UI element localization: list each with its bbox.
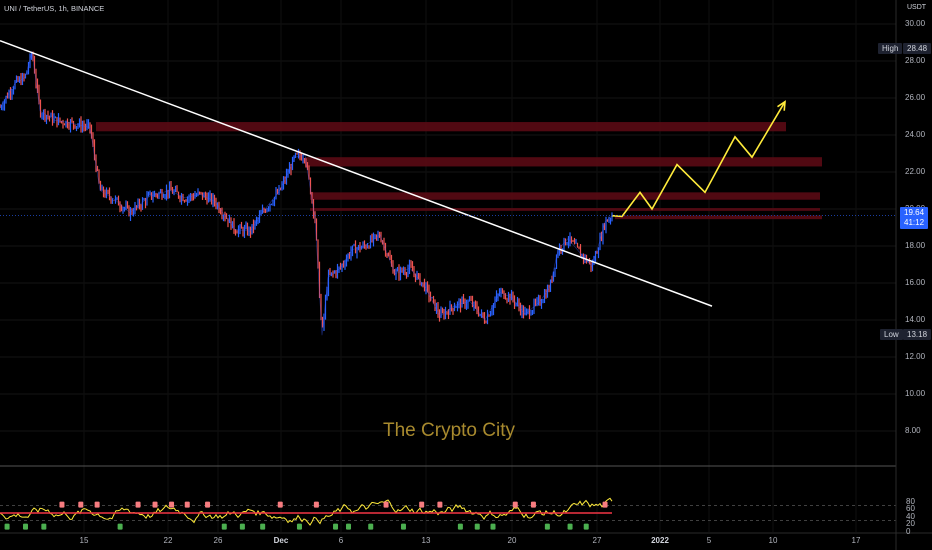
buy-marker <box>260 523 266 530</box>
price-value: 19.64 <box>904 208 925 217</box>
y-tick-label: 10.00 <box>905 389 926 398</box>
oscillator-tick-label: 60 <box>906 504 915 514</box>
sell-marker <box>383 501 389 508</box>
buy-marker <box>567 523 573 530</box>
resistance-zone <box>310 208 820 211</box>
oscillator-tick-label: 80 <box>906 496 915 506</box>
oscillator-tick-label: 40 <box>906 511 915 521</box>
x-tick-label: Dec <box>273 536 289 545</box>
buy-marker <box>22 523 28 530</box>
buy-marker <box>457 523 463 530</box>
resistance-zone <box>305 157 822 167</box>
sell-marker <box>512 501 518 508</box>
sell-marker <box>277 501 283 508</box>
buy-marker <box>400 523 406 530</box>
y-tick-label: 18.00 <box>905 241 926 250</box>
buy-marker <box>117 523 123 530</box>
low-value-badge: 13.18 <box>903 329 932 340</box>
price-series <box>0 52 613 336</box>
sell-marker <box>78 501 84 508</box>
x-tick-label: 20 <box>507 536 517 545</box>
watermark-text: The Crypto City <box>383 420 515 441</box>
high-value-badge: 28.48 <box>903 43 932 54</box>
sell-marker <box>169 501 175 508</box>
sell-marker <box>419 501 425 508</box>
y-tick-label: 8.00 <box>905 426 921 435</box>
resistance-zones <box>96 122 822 220</box>
y-tick-label: 22.00 <box>905 167 926 176</box>
buy-marker <box>474 523 480 530</box>
oscillator-tick-label: 0 <box>906 527 911 536</box>
sell-marker <box>152 501 158 508</box>
x-tick-label: 6 <box>338 536 344 545</box>
buy-marker <box>544 523 550 530</box>
oscillator-tick-label: 20 <box>906 519 915 529</box>
buy-marker <box>346 523 352 530</box>
buy-marker <box>4 523 10 530</box>
sell-marker <box>59 501 65 508</box>
y-tick-label: 14.00 <box>905 315 926 324</box>
projection-path <box>611 101 786 218</box>
y-tick-label: 16.00 <box>905 278 926 287</box>
x-tick-label: 2022 <box>651 536 669 545</box>
resistance-zone <box>615 215 822 220</box>
projection-layer <box>611 100 786 218</box>
x-tick-label: 22 <box>163 536 173 545</box>
grid <box>0 0 896 532</box>
trendline-layer <box>0 39 713 307</box>
price-bars <box>0 51 613 331</box>
sell-marker <box>313 501 319 508</box>
price-badge: 19.64 41:12 <box>900 207 929 229</box>
buy-marker <box>368 523 374 530</box>
y-tick-label: 26.00 <box>905 93 926 102</box>
sell-marker <box>530 501 536 508</box>
projection-arrow <box>777 100 786 111</box>
x-tick-label: 17 <box>851 536 861 545</box>
y-tick-label: 30.00 <box>905 19 926 28</box>
sell-marker <box>94 501 100 508</box>
x-tick-label: 15 <box>79 536 89 545</box>
y-tick-label: 24.00 <box>905 130 926 139</box>
y-tick-label: 12.00 <box>905 352 926 361</box>
ticker-title[interactable]: UNI / TetherUS, 1h, BINANCE <box>4 4 105 13</box>
buy-marker <box>221 523 227 530</box>
oscillator-line <box>0 497 613 526</box>
sell-marker <box>437 501 443 508</box>
x-tick-label: 13 <box>421 536 431 545</box>
x-tick-label: 26 <box>213 536 223 545</box>
buy-marker <box>583 523 589 530</box>
x-tick-label: 5 <box>706 536 712 545</box>
buy-marker <box>41 523 47 530</box>
price-line <box>0 52 613 336</box>
y-tick-label: 28.00 <box>905 56 926 65</box>
buy-marker <box>239 523 245 530</box>
countdown-value: 41:12 <box>904 218 925 227</box>
buy-marker <box>296 523 302 530</box>
sell-marker <box>184 501 190 508</box>
buy-marker <box>490 523 496 530</box>
currency-label: USDT <box>907 4 927 11</box>
x-tick-label: 27 <box>592 536 602 545</box>
buy-marker <box>333 523 339 530</box>
sell-marker <box>205 501 211 508</box>
high-label-badge: High <box>878 43 903 54</box>
resistance-zone <box>310 192 820 200</box>
resistance-zone <box>96 122 786 132</box>
sell-marker <box>602 501 608 508</box>
oscillator-pane <box>0 465 896 530</box>
x-tick-label: 10 <box>768 536 778 545</box>
sell-marker <box>135 501 141 508</box>
trendline <box>0 39 713 307</box>
low-label-badge: Low <box>880 329 903 340</box>
